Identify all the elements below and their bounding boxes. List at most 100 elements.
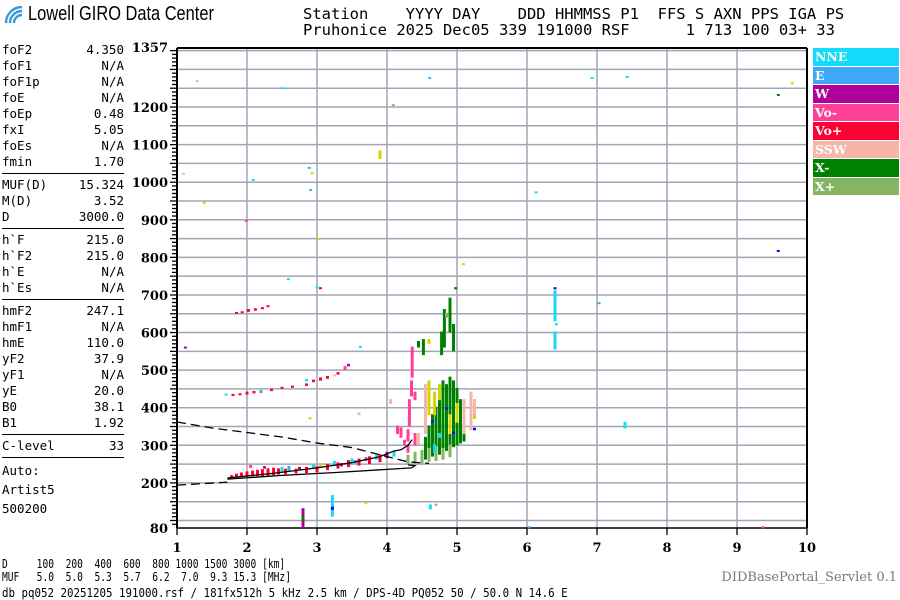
param-value: 4.350 xyxy=(86,42,124,57)
param-value: 0.48 xyxy=(93,106,124,121)
header-labels: Station YYYY DAY DDD HHMMSS P1 FFS S AXN… xyxy=(303,5,845,23)
param-name: h`E xyxy=(2,264,25,279)
echo-voplus xyxy=(291,385,294,388)
y-tick-label: 1357 xyxy=(132,41,168,56)
echo-nne xyxy=(305,378,308,382)
x-tick-label: 8 xyxy=(662,541,671,556)
param-value: N/A xyxy=(101,367,124,382)
logo: Lowell GIRO Data Center xyxy=(4,3,255,25)
echo-voplus xyxy=(260,307,264,310)
echo-ssw xyxy=(333,374,336,377)
echo-voplus xyxy=(230,475,234,478)
param-name: hmF2 xyxy=(2,303,33,318)
param-value: N/A xyxy=(101,90,124,105)
y-tick-label: 400 xyxy=(141,402,168,417)
param-name: yE xyxy=(2,383,18,398)
echo-voplus xyxy=(266,305,270,308)
echo-voplus xyxy=(245,471,249,477)
echo-xminus xyxy=(445,384,448,451)
echo-voplus xyxy=(336,462,340,469)
echo-ssw xyxy=(462,399,466,435)
echo-voplus xyxy=(319,287,322,290)
echo-y xyxy=(438,384,441,401)
echo-nne xyxy=(553,290,557,322)
param-value: 33 xyxy=(108,438,124,453)
record-info: db pq052 20251205 191000.rsf / 181fx512h… xyxy=(2,586,568,600)
param-value: 215.0 xyxy=(86,248,124,263)
echo-y xyxy=(790,82,794,85)
echo-nne xyxy=(433,444,437,453)
param-value: N/A xyxy=(101,264,124,279)
y-tick-label: 700 xyxy=(141,289,168,304)
legend-item-xplus: X+ xyxy=(813,177,899,195)
echo-voplus xyxy=(270,388,273,392)
echo-nne xyxy=(438,433,441,438)
param-row: M(D) 3.52 xyxy=(2,193,124,209)
echo-y xyxy=(448,414,452,435)
x-tick-label: 5 xyxy=(452,541,461,556)
param-name: h`Es xyxy=(2,280,33,295)
echo-nne xyxy=(333,460,336,466)
echo-vominus xyxy=(249,464,252,468)
echo-voplus xyxy=(305,466,308,474)
param-value: 38.1 xyxy=(93,399,124,414)
autoscaling-info: 500200 xyxy=(2,501,48,516)
echo-xplus xyxy=(427,448,431,462)
echo-voplus xyxy=(280,386,284,389)
param-row: foF1p N/A xyxy=(2,74,124,90)
profile-curve-dashed xyxy=(176,421,430,464)
echo-xminus xyxy=(421,339,425,356)
echo-nne xyxy=(625,75,629,78)
echo-ssw xyxy=(357,412,361,416)
param-row: h`Es N/A xyxy=(2,280,124,296)
echo-voplus xyxy=(238,393,242,396)
y-tick-label: 800 xyxy=(141,251,168,266)
echo-xminus xyxy=(454,287,458,290)
polarization-legend: NNE E W Vo- Vo+ SSW X- X+ xyxy=(813,48,899,196)
echo-nne xyxy=(590,77,594,80)
echo-xminus xyxy=(448,297,452,333)
echo-voplus xyxy=(246,308,250,312)
echo-xminus xyxy=(301,515,305,521)
echo-nne xyxy=(330,495,334,517)
echo-b xyxy=(553,287,557,290)
echo-y xyxy=(461,263,465,266)
param-name: h`F2 xyxy=(2,248,33,263)
param-row: hmE 110.0 xyxy=(2,335,124,351)
param-row: foE N/A xyxy=(2,90,124,106)
param-row: fmin 1.70 xyxy=(2,154,124,170)
echo-e xyxy=(309,189,313,192)
profile-curve-solid xyxy=(227,464,417,480)
echo-xplus xyxy=(434,503,438,506)
echo-voplus xyxy=(266,468,270,476)
param-name: D xyxy=(2,209,10,224)
x-tick-label: 1 xyxy=(172,541,181,556)
echo-voplus xyxy=(235,311,238,314)
echo-vominus xyxy=(413,433,417,446)
echo-vominus xyxy=(407,399,411,427)
echo-vominus xyxy=(761,526,765,529)
echo-xminus xyxy=(431,414,434,457)
echo-b xyxy=(445,407,448,410)
legend-item-w: W xyxy=(813,85,899,103)
y-tick-label: 80 xyxy=(150,522,168,537)
echo-xminus xyxy=(459,399,462,444)
echo-xminus xyxy=(452,380,455,448)
param-value: 247.1 xyxy=(86,303,124,318)
echo-vominus xyxy=(406,429,410,442)
echo-nne xyxy=(553,331,557,350)
param-name: h`F xyxy=(2,232,25,247)
echo-vominus xyxy=(343,366,347,371)
echo-vominus xyxy=(410,380,413,397)
param-row: fxI 5.05 xyxy=(2,122,124,138)
param-name: fxI xyxy=(2,122,25,137)
echo-nne xyxy=(623,421,627,429)
param-row: D 3000.0 xyxy=(2,209,124,225)
echo-voplus xyxy=(315,466,319,473)
echo-e xyxy=(597,302,601,305)
legend-item-vominus: Vo- xyxy=(813,103,899,121)
echo-nne xyxy=(259,389,263,392)
param-value: N/A xyxy=(101,138,124,153)
y-tick-label: 1000 xyxy=(132,176,168,191)
